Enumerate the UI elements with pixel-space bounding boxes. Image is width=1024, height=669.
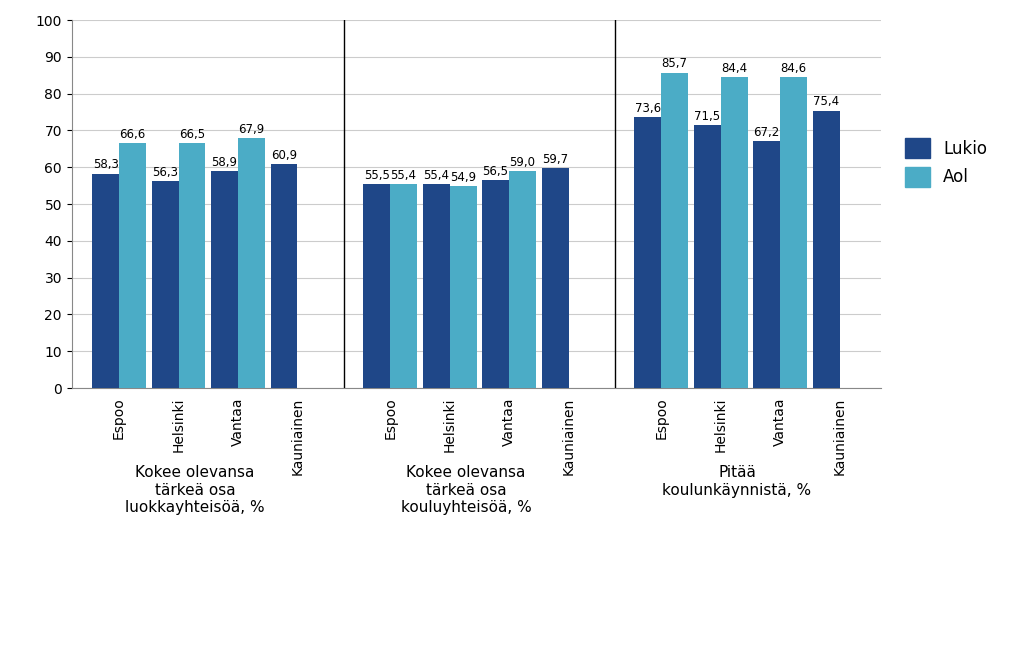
Text: 73,6: 73,6 bbox=[635, 102, 660, 115]
Bar bbox=[423, 184, 450, 388]
Text: 55,4: 55,4 bbox=[423, 169, 450, 182]
Bar bbox=[450, 186, 476, 388]
Text: 59,0: 59,0 bbox=[510, 156, 536, 169]
Text: Pitää
koulunkäynnistä, %: Pitää koulunkäynnistä, % bbox=[663, 466, 812, 498]
Text: 60,9: 60,9 bbox=[271, 149, 297, 162]
Bar bbox=[634, 117, 662, 388]
Text: 66,6: 66,6 bbox=[120, 128, 145, 140]
Text: 84,6: 84,6 bbox=[780, 62, 807, 74]
Text: 58,3: 58,3 bbox=[93, 159, 119, 171]
Bar bbox=[270, 164, 297, 388]
Bar bbox=[364, 184, 390, 388]
Bar bbox=[542, 169, 568, 388]
Text: 67,9: 67,9 bbox=[239, 123, 264, 136]
Bar bbox=[178, 143, 206, 388]
Text: 67,2: 67,2 bbox=[754, 126, 780, 138]
Text: 59,7: 59,7 bbox=[542, 153, 568, 166]
Legend: Lukio, Aol: Lukio, Aol bbox=[898, 131, 993, 194]
Text: Kokee olevansa
tärkeä osa
luokkayhteisöä, %: Kokee olevansa tärkeä osa luokkayhteisöä… bbox=[125, 466, 264, 515]
Text: 55,4: 55,4 bbox=[390, 169, 417, 182]
Text: 85,7: 85,7 bbox=[662, 58, 688, 70]
Text: 55,5: 55,5 bbox=[364, 169, 390, 181]
Bar bbox=[694, 125, 721, 388]
Bar bbox=[119, 143, 146, 388]
Text: 58,9: 58,9 bbox=[212, 156, 238, 169]
Bar bbox=[780, 77, 807, 388]
Bar bbox=[754, 140, 780, 388]
Text: 54,9: 54,9 bbox=[450, 171, 476, 184]
Text: 66,5: 66,5 bbox=[179, 128, 205, 141]
Bar bbox=[211, 171, 238, 388]
Bar bbox=[238, 138, 265, 388]
Bar bbox=[390, 184, 417, 388]
Text: 75,4: 75,4 bbox=[813, 96, 840, 108]
Bar bbox=[721, 78, 748, 388]
Bar bbox=[813, 110, 840, 388]
Bar bbox=[152, 181, 178, 388]
Text: 56,3: 56,3 bbox=[153, 166, 178, 179]
Bar bbox=[92, 173, 119, 388]
Text: 56,5: 56,5 bbox=[482, 165, 509, 178]
Text: 71,5: 71,5 bbox=[694, 110, 720, 122]
Bar bbox=[662, 73, 688, 388]
Text: Kokee olevansa
tärkeä osa
kouluyhteisöä, %: Kokee olevansa tärkeä osa kouluyhteisöä,… bbox=[400, 466, 531, 515]
Bar bbox=[482, 180, 509, 388]
Text: 84,4: 84,4 bbox=[721, 62, 748, 76]
Bar bbox=[509, 171, 536, 388]
